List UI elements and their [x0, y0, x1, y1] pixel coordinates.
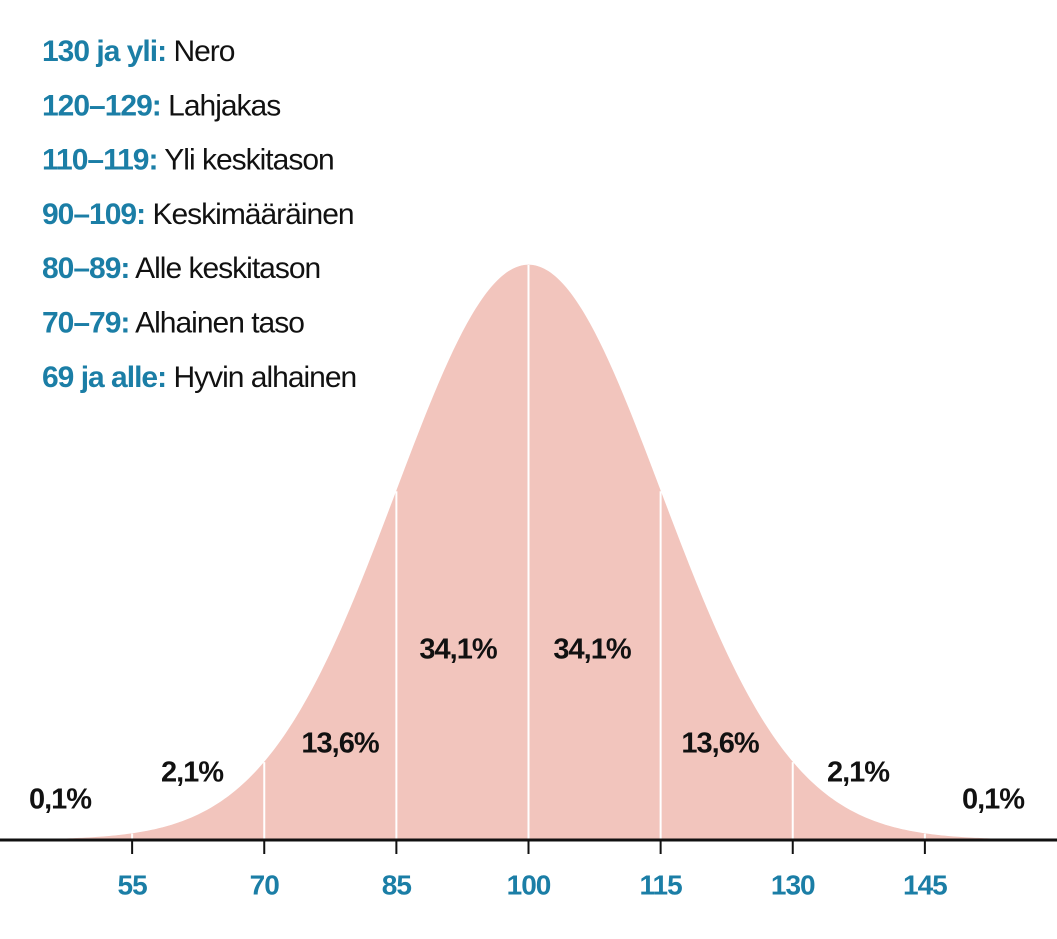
- legend-label: Yli keskitason: [164, 144, 333, 177]
- legend-entry: 69 ja alle: Hyvin alhainen: [42, 361, 356, 394]
- value-label: 13,6%: [681, 728, 759, 760]
- value-label: 0,1%: [29, 784, 92, 816]
- legend-range: 120–129:: [42, 89, 161, 122]
- legend-label: Alle keskitason: [135, 252, 320, 285]
- segment: [396, 264, 529, 841]
- x-tick-label: 145: [903, 869, 947, 900]
- value-label: 34,1%: [419, 634, 497, 666]
- legend-range: 90–109:: [42, 198, 145, 231]
- legend-range: 130 ja yli:: [42, 35, 166, 68]
- legend-entry: 130 ja yli: Nero: [42, 35, 235, 68]
- x-tick-label: 115: [640, 869, 683, 900]
- legend-range: 69 ja alle:: [42, 361, 166, 394]
- x-tick-label: 100: [507, 869, 551, 900]
- x-tick-label: 130: [771, 869, 815, 900]
- legend: 130 ja yli: Nero 120–129: Lahjakas 110–119…: [42, 35, 357, 394]
- legend-label: Keskimääräinen: [152, 198, 353, 231]
- x-tick-label: 55: [118, 869, 148, 900]
- value-label: 2,1%: [161, 757, 224, 789]
- legend-range: 80–89:: [42, 252, 129, 285]
- value-label: 0,1%: [962, 784, 1025, 816]
- segment: [131, 761, 265, 841]
- x-tick-label: 70: [250, 869, 280, 900]
- value-label: 13,6%: [301, 728, 379, 760]
- legend-entry: 70–79: Alhainen taso: [42, 306, 304, 339]
- curve: [0, 264, 1057, 841]
- legend-label: Lahjakas: [168, 89, 280, 122]
- legend-range: 70–79:: [42, 306, 129, 339]
- segment: [528, 264, 661, 841]
- legend-entry: 120–129: Lahjakas: [42, 89, 280, 122]
- legend-label: Nero: [173, 35, 234, 68]
- legend-label: Hyvin alhainen: [173, 361, 356, 394]
- x-tick-label: 85: [382, 869, 412, 900]
- legend-label: Alhainen taso: [135, 306, 304, 339]
- segment: [660, 491, 794, 841]
- foreground: 55 70 85 100 115 130 145 0,1% 2,1% 13,6% 34,1% 34,1…: [0, 265, 1057, 900]
- segment: [263, 491, 397, 841]
- segment: [792, 761, 926, 841]
- legend-entry: 90–109: Keskimääräinen: [42, 198, 354, 231]
- value-label: 34,1%: [553, 634, 631, 666]
- legend-entry: 80–89: Alle keskitason: [42, 252, 320, 285]
- legend-entry: 110–119: Yli keskitason: [42, 144, 334, 177]
- legend-range: 110–119:: [42, 144, 157, 177]
- value-label: 2,1%: [827, 757, 890, 789]
